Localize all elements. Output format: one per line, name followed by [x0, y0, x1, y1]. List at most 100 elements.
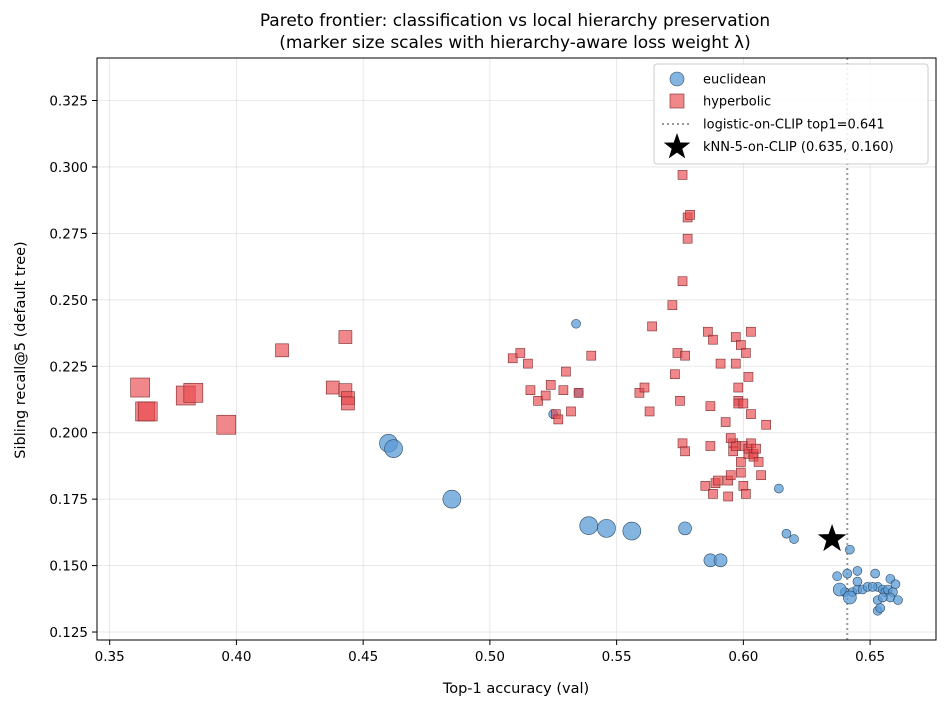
hyperbolic-point: [533, 396, 543, 406]
hyperbolic-point: [275, 343, 289, 358]
x-tick-label: 0.60: [728, 649, 758, 665]
y-tick-label: 0.250: [49, 293, 88, 309]
y-tick-label: 0.125: [49, 625, 88, 641]
euclidean-point: [622, 521, 642, 541]
x-tick-label: 0.35: [95, 649, 125, 665]
y-tick-label: 0.275: [49, 226, 88, 242]
hyperbolic-point: [730, 332, 741, 342]
x-tick-label: 0.40: [221, 649, 251, 665]
hyperbolic-point: [715, 358, 726, 369]
legend: euclidean hyperbolic logistic-on-CLIP to…: [653, 63, 929, 165]
hyperbolic-point: [515, 348, 526, 358]
chart-subtitle: (marker size scales with hierarchy-aware…: [279, 33, 750, 53]
hyperbolic-point: [708, 334, 718, 345]
hyperbolic-point: [639, 382, 650, 393]
legend-euclidean-label: euclidean: [703, 73, 766, 88]
euclidean-point: [890, 579, 901, 589]
hyperbolic-point: [736, 457, 746, 467]
euclidean-point: [852, 566, 863, 576]
legend-hyperbolic-label: hyperbolic: [703, 95, 771, 110]
y-tick-label: 0.225: [49, 359, 88, 375]
hyperbolic-point: [700, 481, 711, 491]
hyperbolic-point: [325, 380, 340, 395]
hyperbolic-point: [523, 358, 533, 369]
hyperbolic-point: [730, 358, 741, 369]
legend-star-marker: [663, 133, 691, 159]
hyperbolic-point: [677, 438, 688, 449]
euclidean-point: [678, 521, 692, 536]
hyperbolic-point: [751, 443, 761, 454]
euclidean-point: [867, 582, 878, 592]
hyperbolic-point: [634, 388, 645, 398]
hyperbolic-point: [730, 441, 741, 451]
hyperbolic-point: [507, 353, 518, 364]
hyperbolic-points: [130, 170, 771, 502]
hyperbolic-point: [525, 385, 536, 395]
hyperbolic-point: [216, 414, 237, 435]
euclidean-point: [781, 528, 792, 539]
y-tick-label: 0.300: [49, 160, 88, 176]
hyperbolic-point: [647, 321, 657, 332]
reference-star-group: [817, 524, 847, 552]
hyperbolic-point: [137, 401, 158, 422]
euclidean-points: [379, 318, 903, 616]
hyperbolic-point: [545, 380, 556, 390]
euclidean-point: [713, 553, 728, 568]
hyperbolic-point: [680, 350, 690, 361]
hyperbolic-point: [586, 350, 597, 361]
hyperbolic-point: [746, 409, 756, 419]
euclidean-point: [845, 544, 855, 555]
hyperbolic-point: [705, 401, 716, 411]
euclidean-point: [877, 592, 888, 603]
x-axis-label: Top-1 accuracy (val): [442, 681, 589, 697]
hyperbolic-point: [677, 276, 688, 287]
hyperbolic-point: [713, 475, 723, 486]
hyperbolic-point: [725, 470, 736, 481]
hyperbolic-point: [753, 457, 764, 467]
hyperbolic-point: [733, 382, 744, 393]
y-axis-ticks: 0.125 0.150 0.175 0.200 0.225 0.250 0.275 0.300…: [49, 94, 97, 641]
hyperbolic-point: [736, 467, 746, 478]
euclidean-point: [875, 603, 886, 613]
hyperbolic-point: [723, 491, 733, 502]
hyperbolic-point: [338, 330, 353, 344]
hyperbolic-point: [644, 406, 655, 417]
legend-hyperbolic-marker: [669, 93, 685, 109]
chart-title: Pareto frontier: classification vs local…: [260, 11, 770, 31]
euclidean-point: [384, 439, 403, 458]
hyperbolic-point: [746, 326, 756, 337]
hyperbolic-point: [738, 398, 749, 409]
hyperbolic-point: [667, 300, 678, 310]
y-tick-label: 0.200: [49, 426, 88, 442]
y-axis-label: Sibling recall@5 (default tree): [13, 241, 29, 458]
hyperbolic-point: [558, 385, 569, 395]
reference-star-point: [817, 524, 847, 552]
hyperbolic-point: [341, 396, 355, 411]
hyperbolic-point: [741, 489, 751, 499]
legend-star-label: kNN-5-on-CLIP (0.635, 0.160): [703, 140, 894, 155]
hyperbolic-point: [561, 366, 571, 377]
hyperbolic-point: [703, 326, 713, 337]
hyperbolic-point: [183, 383, 204, 403]
hyperbolic-point: [708, 489, 718, 499]
euclidean-point: [597, 519, 616, 538]
hyperbolic-point: [720, 417, 731, 427]
euclidean-point: [442, 489, 462, 509]
hyperbolic-point: [540, 390, 551, 401]
x-tick-label: 0.45: [348, 649, 378, 665]
y-tick-label: 0.175: [49, 492, 88, 508]
hyperbolic-point: [682, 233, 693, 244]
euclidean-point: [832, 571, 842, 582]
hyperbolic-point: [705, 441, 716, 451]
hyperbolic-point: [573, 388, 584, 398]
hyperbolic-point: [685, 209, 695, 220]
euclidean-point: [843, 590, 857, 605]
hyperbolic-point: [746, 438, 756, 449]
hyperbolic-point: [553, 414, 564, 425]
euclidean-point: [571, 318, 581, 329]
hyperbolic-point: [675, 396, 685, 406]
y-tick-label: 0.150: [49, 559, 88, 575]
plot-frame: [96, 57, 937, 641]
hyperbolic-point: [756, 470, 766, 481]
euclidean-point: [832, 582, 847, 597]
